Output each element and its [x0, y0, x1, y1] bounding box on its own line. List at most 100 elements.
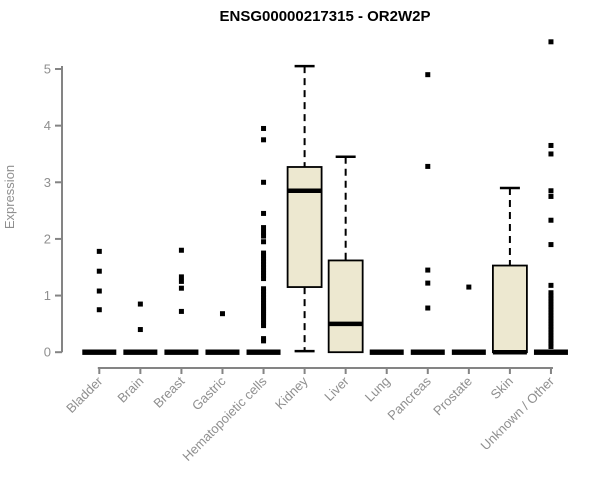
outlier-point-unknown-other — [548, 188, 554, 194]
outlier-point-hematopoietic-cells — [261, 137, 267, 143]
outlier-point-hematopoietic-cells — [261, 233, 267, 239]
box-group-prostate — [451, 284, 486, 355]
y-tick-label: 2 — [44, 231, 51, 246]
outlier-point-hematopoietic-cells — [261, 250, 267, 256]
outlier-point-hematopoietic-cells — [261, 229, 267, 235]
x-tick-label-liver: Liver — [321, 373, 352, 404]
outlier-point-unknown-other — [548, 332, 554, 338]
x-tick-label-skin: Skin — [488, 374, 516, 402]
outlier-point-hematopoietic-cells — [261, 253, 267, 259]
outlier-point-hematopoietic-cells — [261, 210, 267, 216]
outlier-point-hematopoietic-cells — [261, 239, 267, 245]
outlier-point-unknown-other — [548, 304, 554, 310]
y-axis-title: Expression — [2, 165, 17, 229]
outlier-point-unknown-other — [548, 329, 554, 335]
outlier-point-breast — [178, 247, 184, 253]
outlier-point-unknown-other — [548, 344, 554, 350]
collapsed-box-hematopoietic-cells — [246, 349, 281, 355]
outlier-point-bladder — [96, 288, 102, 294]
box-kidney — [286, 166, 323, 288]
box-group-bladder — [82, 248, 117, 355]
outlier-point-breast — [178, 308, 184, 314]
y-tick-label: 4 — [44, 118, 51, 133]
x-tick-label-breast: Breast — [150, 373, 187, 410]
outlier-point-hematopoietic-cells — [261, 294, 267, 300]
x-tick-label-unknown-other: Unknown / Other — [477, 373, 557, 453]
outlier-point-unknown-other — [548, 151, 554, 157]
collapsed-box-bladder — [82, 349, 117, 355]
outlier-point-unknown-other — [548, 301, 554, 307]
box-group-pancreas — [410, 72, 445, 355]
outlier-point-pancreas — [425, 267, 431, 273]
outlier-point-unknown-other — [548, 293, 554, 299]
outlier-point-bladder — [96, 307, 102, 313]
collapsed-box-breast — [164, 349, 199, 355]
outlier-point-hematopoietic-cells — [261, 338, 267, 344]
box-group-lung — [369, 349, 404, 355]
y-tick-label: 3 — [44, 175, 51, 190]
outlier-point-unknown-other — [548, 282, 554, 288]
outlier-point-unknown-other — [548, 312, 554, 318]
outlier-point-gastric — [219, 311, 225, 317]
chart-title: ENSG00000217315 - OR2W2P — [220, 8, 431, 25]
x-tick-label-bladder: Bladder — [63, 373, 106, 416]
outlier-point-pancreas — [425, 280, 431, 286]
outlier-point-hematopoietic-cells — [261, 225, 267, 231]
box-group-unknown-other — [533, 39, 568, 355]
outlier-point-unknown-other — [548, 327, 554, 333]
box-group-kidney — [286, 64, 323, 353]
collapsed-box-pancreas — [410, 349, 445, 355]
x-tick-label-lung: Lung — [362, 374, 393, 405]
outlier-point-bladder — [96, 248, 102, 254]
outlier-point-unknown-other — [548, 298, 554, 304]
outlier-point-hematopoietic-cells — [261, 276, 267, 282]
box-group-liver — [327, 155, 364, 354]
outlier-point-brain — [137, 301, 143, 307]
outlier-point-unknown-other — [548, 307, 554, 313]
collapsed-box-unknown-other — [533, 349, 568, 355]
outlier-point-unknown-other — [548, 39, 554, 45]
outlier-point-breast — [178, 274, 184, 280]
outlier-point-bladder — [96, 268, 102, 274]
outlier-point-hematopoietic-cells — [261, 179, 267, 185]
outlier-point-hematopoietic-cells — [261, 286, 267, 292]
outlier-point-hematopoietic-cells — [261, 320, 267, 326]
collapsed-box-brain — [123, 349, 158, 355]
outlier-point-unknown-other — [548, 315, 554, 321]
box-liver — [327, 259, 364, 354]
outlier-point-hematopoietic-cells — [261, 300, 267, 306]
outlier-point-unknown-other — [548, 242, 554, 248]
outlier-point-hematopoietic-cells — [261, 125, 267, 131]
box-group-brain — [123, 301, 158, 355]
box-group-skin — [491, 186, 528, 355]
outlier-point-unknown-other — [548, 318, 554, 324]
x-tick-label-prostate: Prostate — [430, 374, 475, 419]
outlier-point-unknown-other — [548, 338, 554, 344]
outlier-point-pancreas — [425, 305, 431, 311]
outlier-point-hematopoietic-cells — [261, 289, 267, 295]
outlier-point-hematopoietic-cells — [261, 261, 267, 267]
y-tick-label: 1 — [44, 288, 51, 303]
outlier-point-breast — [178, 285, 184, 291]
outlier-point-pancreas — [425, 72, 431, 78]
outlier-point-unknown-other — [548, 142, 554, 148]
outlier-point-prostate — [466, 284, 472, 290]
x-tick-label-brain: Brain — [114, 374, 146, 406]
box-group-breast — [164, 247, 199, 355]
outlier-point-breast — [178, 278, 184, 284]
box-marks-group — [82, 39, 568, 355]
outlier-point-unknown-other — [548, 290, 554, 296]
y-tick-label: 5 — [44, 62, 51, 77]
outlier-point-hematopoietic-cells — [261, 297, 267, 303]
outlier-point-hematopoietic-cells — [261, 323, 267, 329]
outlier-point-hematopoietic-cells — [261, 314, 267, 320]
outlier-point-unknown-other — [548, 295, 554, 301]
outlier-point-hematopoietic-cells — [261, 259, 267, 265]
outlier-point-unknown-other — [548, 217, 554, 223]
y-tick-label: 0 — [44, 345, 51, 360]
collapsed-box-lung — [369, 349, 404, 355]
outlier-point-unknown-other — [548, 341, 554, 347]
collapsed-box-gastric — [205, 349, 240, 355]
